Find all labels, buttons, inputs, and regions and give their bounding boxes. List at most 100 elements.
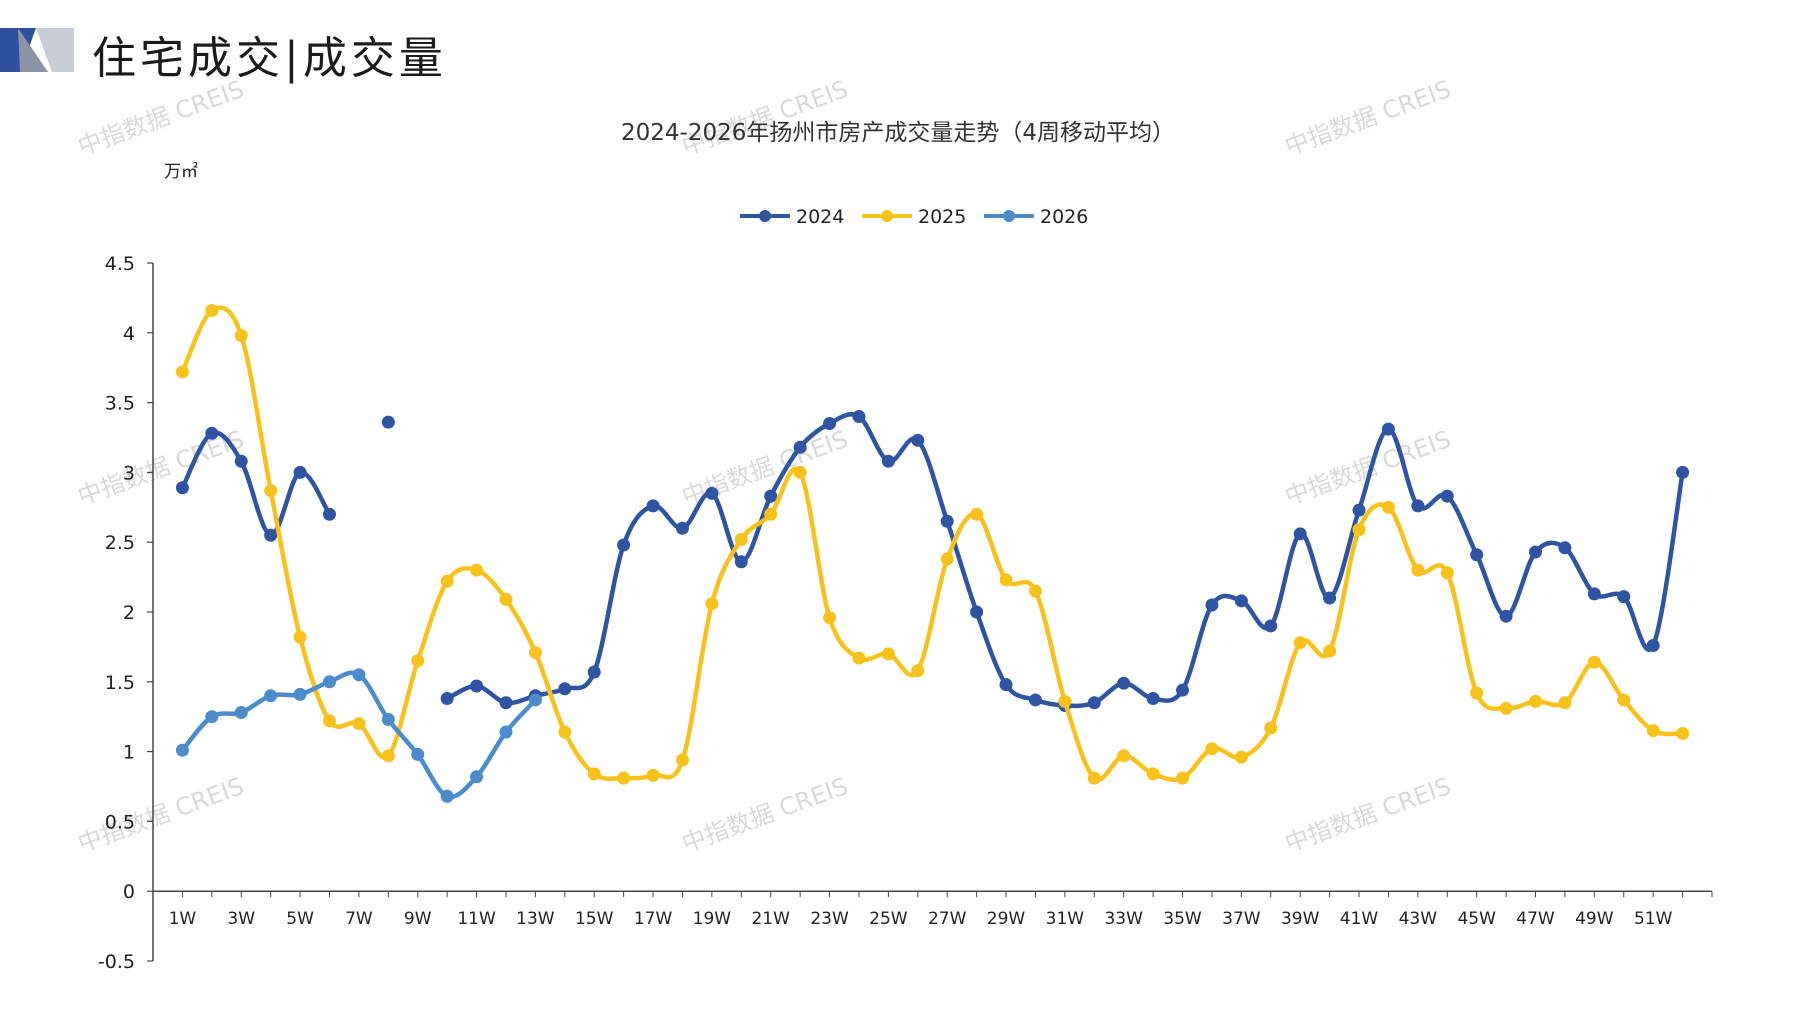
data-point-2025 (852, 651, 866, 665)
data-point-2024 (1352, 503, 1366, 517)
data-point-2025 (1293, 636, 1307, 650)
data-point-2025 (411, 654, 425, 668)
data-point-2024 (440, 692, 454, 706)
data-point-2025 (558, 725, 572, 739)
data-point-2024 (764, 489, 778, 503)
data-point-2024 (940, 514, 954, 528)
data-point-2025 (617, 771, 631, 785)
data-point-2026 (234, 706, 248, 720)
data-point-2026 (381, 712, 395, 726)
x-tick-label: 19W (693, 909, 732, 929)
data-point-2025 (970, 507, 984, 521)
data-point-2025 (1470, 686, 1484, 700)
data-point-2025 (175, 365, 189, 379)
data-point-2025 (1117, 749, 1131, 763)
data-point-2024 (1381, 422, 1395, 436)
data-point-2024 (234, 454, 248, 468)
x-tick-label: 41W (1340, 909, 1379, 929)
data-point-2024 (1028, 693, 1042, 707)
legend-marker-2025 (881, 210, 893, 222)
data-point-2025 (911, 664, 925, 678)
x-tick-label: 11W (457, 909, 496, 929)
data-point-2025 (1058, 694, 1072, 708)
data-point-2024 (823, 417, 837, 431)
data-point-2025 (1587, 655, 1601, 669)
data-point-2024 (793, 440, 807, 454)
data-point-2024 (1176, 683, 1190, 697)
data-point-2025 (940, 552, 954, 566)
data-point-2024 (1617, 590, 1631, 604)
page-title: 住宅成交|成交量 (92, 33, 447, 84)
data-point-2026 (322, 675, 336, 689)
x-tick-label: 3W (227, 909, 255, 929)
x-tick-label: 9W (404, 909, 432, 929)
data-point-2025 (264, 484, 278, 498)
data-point-2024 (322, 507, 336, 521)
data-point-2025 (1499, 701, 1513, 715)
y-tick-label: 4 (123, 323, 135, 345)
data-point-2024 (705, 486, 719, 500)
data-point-2024 (911, 433, 925, 447)
data-point-2024 (1205, 598, 1219, 612)
data-point-2024 (1558, 541, 1572, 555)
x-tick-label: 33W (1104, 909, 1143, 929)
data-point-2024 (205, 426, 219, 440)
data-point-2025 (1646, 724, 1660, 738)
data-point-2024 (852, 410, 866, 424)
data-point-2024 (970, 605, 984, 619)
data-point-2025 (705, 597, 719, 611)
data-point-2024 (264, 528, 278, 542)
data-point-2024 (499, 696, 513, 710)
data-point-2025 (1234, 750, 1248, 764)
data-point-2025 (1205, 742, 1219, 756)
data-point-2025 (322, 714, 336, 728)
data-point-2024 (558, 682, 572, 696)
data-point-2025 (352, 717, 366, 731)
x-tick-label: 13W (516, 909, 555, 929)
y-tick-label: -0.5 (98, 951, 135, 973)
data-point-2025 (205, 303, 219, 317)
legend-label-2024: 2024 (796, 206, 844, 228)
data-point-2024 (1234, 594, 1248, 608)
data-point-2025 (440, 574, 454, 588)
chart-title: 2024-2026年扬州市房产成交量走势（4周移动平均） (621, 120, 1175, 146)
data-point-2024 (175, 481, 189, 495)
data-point-2025 (1411, 563, 1425, 577)
x-tick-label: 23W (810, 909, 849, 929)
data-point-2025 (1529, 694, 1543, 708)
data-point-2024 (734, 555, 748, 569)
x-tick-label: 15W (575, 909, 614, 929)
x-tick-label: 37W (1222, 909, 1261, 929)
data-point-2025 (1028, 584, 1042, 598)
x-tick-label: 1W (169, 909, 197, 929)
data-point-2025 (823, 611, 837, 625)
data-point-2024 (617, 538, 631, 552)
data-point-2024 (1323, 591, 1337, 605)
y-tick-label: 4.5 (105, 253, 135, 275)
x-tick-label: 45W (1457, 909, 1496, 929)
data-point-2025 (293, 630, 307, 644)
data-point-2025 (1146, 767, 1160, 781)
legend-label-2026: 2026 (1040, 206, 1088, 228)
data-point-2026 (352, 668, 366, 682)
x-tick-label: 27W (928, 909, 967, 929)
x-tick-label: 43W (1399, 909, 1438, 929)
data-point-2024 (646, 499, 660, 513)
header-accent-shape (0, 28, 74, 72)
data-point-2024 (1117, 676, 1131, 690)
data-point-2025 (793, 465, 807, 479)
y-tick-label: 1 (123, 742, 135, 764)
data-point-2025 (1264, 721, 1278, 735)
data-point-2024 (1293, 527, 1307, 541)
legend-marker-2024 (759, 210, 771, 222)
x-tick-label: 29W (987, 909, 1026, 929)
x-tick-label: 17W (634, 909, 673, 929)
y-tick-label: 0.5 (105, 811, 135, 833)
legend-label-2025: 2025 (918, 206, 966, 228)
data-point-2026 (470, 770, 484, 784)
data-point-2025 (1381, 500, 1395, 514)
y-tick-label: 2.5 (105, 532, 135, 554)
data-point-2024 (1146, 692, 1160, 706)
y-tick-label: 0 (123, 881, 135, 903)
data-point-2024 (1264, 619, 1278, 633)
